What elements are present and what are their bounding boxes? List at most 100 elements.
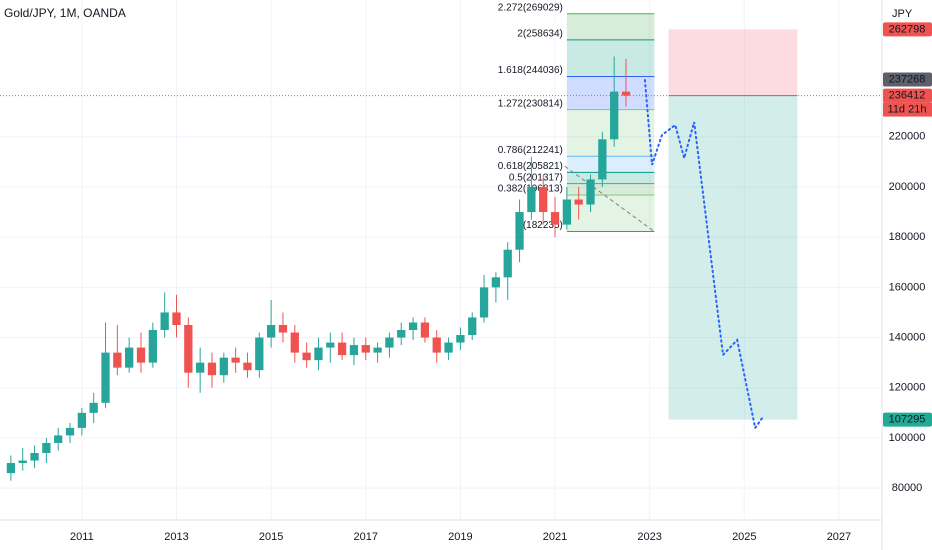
candle-body	[550, 212, 560, 225]
candle-body	[397, 330, 406, 338]
fib-zone	[566, 13, 655, 40]
x-tick-label: 2025	[732, 531, 756, 543]
candle-body	[101, 352, 110, 403]
y-tick-label: 200000	[889, 181, 926, 193]
candle-body	[77, 412, 86, 428]
fib-zone	[566, 183, 655, 195]
stop-zone	[668, 29, 798, 96]
last-price-tag: 236412	[889, 89, 926, 101]
candle-body	[266, 325, 276, 338]
candle-body	[219, 357, 228, 376]
fib-label: 0.5(201317)	[509, 172, 563, 183]
candle-body	[314, 347, 323, 361]
y-tick-label: 140000	[889, 331, 926, 343]
fib-label: 0.786(212241)	[498, 145, 563, 156]
x-tick-label: 2021	[543, 531, 567, 543]
reference-tag: 237268	[889, 73, 926, 85]
candle-body	[598, 139, 607, 180]
candle-body	[160, 312, 169, 331]
candle-body	[113, 352, 122, 368]
y-tick-label: 180000	[889, 231, 926, 243]
candle-body	[30, 452, 39, 461]
x-tick-label: 2015	[259, 531, 283, 543]
candle-body	[491, 277, 501, 288]
candle-body	[432, 337, 441, 353]
countdown-bg	[883, 102, 932, 117]
fib-zone	[566, 172, 655, 184]
fib-trend	[564, 165, 655, 232]
candle-body	[503, 249, 512, 278]
fib-label: 2.272(269029)	[498, 2, 563, 13]
x-tick-label: 2027	[827, 531, 851, 543]
fib-label: 1.618(244036)	[498, 65, 563, 76]
fib-zone	[566, 156, 655, 173]
y-tick-label: 160000	[889, 281, 926, 293]
candle-body	[54, 435, 63, 443]
candle-body	[349, 345, 359, 356]
candle-body	[361, 345, 370, 353]
candle-body	[479, 287, 489, 318]
x-tick-label: 2011	[70, 531, 94, 543]
stop-tag: 262798	[889, 23, 926, 35]
y-tick-label: 120000	[889, 382, 926, 394]
candle-body	[231, 357, 240, 363]
candle-body	[574, 199, 583, 205]
candle-body	[302, 352, 311, 361]
fib-label: 0.618(205821)	[498, 161, 563, 172]
countdown: 11d 21h	[888, 103, 927, 115]
candle-body	[6, 463, 16, 474]
candle-body	[468, 317, 477, 336]
plot-area: 2.272(269029) 2(258634) 1.618(244036) 1.272…	[0, 2, 882, 481]
candle-body	[610, 91, 619, 140]
candle-body	[586, 179, 595, 205]
x-tick-label: 2023	[637, 531, 661, 543]
candle-body	[196, 362, 205, 373]
candle-body	[172, 312, 181, 325]
reference-tag-bg	[883, 72, 932, 87]
grid	[0, 0, 882, 520]
candle-body	[290, 332, 299, 353]
fib-label: 1.272(230814)	[498, 98, 563, 109]
last-price-tag-bg	[883, 88, 932, 103]
candle-body	[408, 322, 418, 331]
fib-zone	[566, 39, 655, 77]
x-tick-label: 2013	[164, 531, 188, 543]
candle-body	[184, 325, 193, 373]
candle-body	[420, 322, 430, 338]
candle-body	[243, 362, 252, 371]
target-zone	[668, 95, 798, 420]
fib-label: 0(182235)	[517, 220, 563, 231]
candle-body	[89, 402, 98, 413]
y-tick-label: 100000	[889, 432, 926, 444]
candle-body	[125, 347, 134, 368]
candle-body	[456, 335, 465, 343]
x-tick-label: 2017	[354, 531, 378, 543]
candle-body	[337, 342, 347, 356]
candle-body	[444, 342, 453, 353]
candle-body	[385, 337, 394, 348]
candle-body	[621, 91, 631, 96]
y-tick-label: 220000	[889, 131, 926, 143]
candle-body	[136, 347, 146, 363]
candle-body	[527, 186, 536, 213]
unit-label: JPY	[892, 8, 913, 20]
stop-tag-bg	[883, 22, 932, 37]
candle-body	[65, 427, 75, 436]
candle-body	[562, 199, 572, 225]
candle-body	[255, 337, 264, 371]
x-tick-label: 2019	[448, 531, 472, 543]
y-tick-label: 80000	[892, 482, 923, 494]
candle-body	[539, 186, 548, 213]
candle-body	[515, 212, 524, 250]
projection-path	[643, 79, 764, 431]
chart-title: Gold/JPY, 1M, OANDA	[4, 6, 126, 20]
candle-body	[42, 442, 51, 453]
target-tag-bg	[883, 412, 932, 427]
candle-body	[148, 330, 157, 363]
candle-body	[373, 347, 382, 353]
candle-body	[326, 342, 335, 348]
fib-label: 2(258634)	[517, 28, 563, 39]
target-tag: 107295	[889, 414, 926, 426]
